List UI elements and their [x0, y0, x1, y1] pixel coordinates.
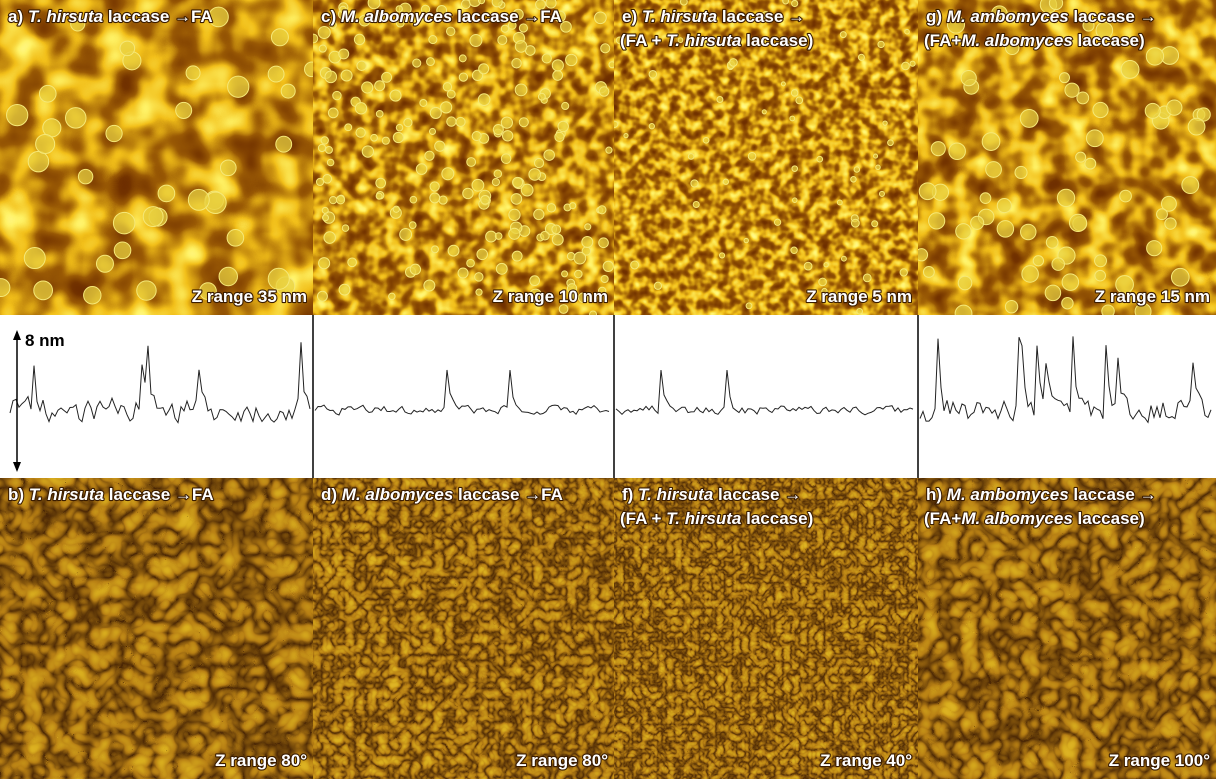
panel-label: a) T. hirsuta laccase →FA	[8, 7, 213, 26]
surface-features	[918, 0, 1211, 315]
label-segment: M. albomyces	[341, 7, 453, 26]
height-image	[313, 0, 614, 315]
z-range: Z range 35 nm	[192, 287, 307, 306]
z-range: Z range 80°	[215, 751, 307, 770]
label-segment: laccase →FA	[103, 7, 213, 26]
label-segment: laccase →	[1069, 7, 1157, 26]
label-segment: laccase)	[741, 31, 813, 50]
panel-label: (FA+M. albomyces laccase)	[924, 31, 1145, 50]
surface-features	[313, 0, 614, 315]
z-range: Z range 15 nm	[1095, 287, 1210, 306]
panel-label: h) M. ambomyces laccase →	[926, 485, 1157, 504]
label-segment: a)	[8, 7, 28, 26]
label-segment: M. albomyces	[961, 509, 1073, 528]
label-segment: laccase →	[717, 7, 805, 26]
label-segment: (FA+	[924, 31, 961, 50]
label-segment: M. albomyces	[961, 31, 1073, 50]
label-segment: (FA +	[620, 31, 666, 50]
panel-label: d) M. albomyces laccase →FA	[321, 485, 563, 504]
panel-label: g) M. ambomyces laccase →	[926, 7, 1157, 26]
label-segment: M. ambomyces	[947, 485, 1069, 504]
label-segment: f)	[622, 485, 638, 504]
panel-label: (FA + T. hirsuta laccase)	[620, 509, 813, 528]
label-segment: laccase →	[713, 485, 801, 504]
label-segment: (FA+	[924, 509, 961, 528]
panel-label: c) M. albomyces laccase →FA	[321, 7, 562, 26]
label-segment: laccase)	[1073, 31, 1145, 50]
surface-features	[0, 6, 313, 305]
z-range: Z range 80°	[516, 751, 608, 770]
label-segment: laccase →FA	[452, 7, 562, 26]
label-segment: laccase →	[1069, 485, 1157, 504]
surface-profile	[919, 336, 1212, 424]
surface-profile	[615, 369, 914, 416]
label-segment: laccase)	[741, 509, 813, 528]
panel-label: (FA+M. albomyces laccase)	[924, 509, 1145, 528]
label-segment: laccase →FA	[453, 485, 563, 504]
height-image	[614, 0, 918, 315]
z-range: Z range 40°	[820, 751, 912, 770]
surface-profile	[314, 369, 610, 416]
label-segment: M. ambomyces	[947, 7, 1069, 26]
z-range: Z range 5 nm	[806, 287, 912, 306]
label-segment: T. hirsuta	[638, 485, 713, 504]
label-segment: (FA +	[620, 509, 666, 528]
phase-image	[313, 478, 614, 779]
height-image	[0, 0, 313, 315]
z-range: Z range 100°	[1109, 751, 1210, 770]
scale-label: 8 nm	[25, 331, 65, 350]
label-segment: M. albomyces	[342, 485, 454, 504]
phase-image	[918, 478, 1216, 779]
label-segment: h)	[926, 485, 947, 504]
panel-label: b) T. hirsuta laccase →FA	[8, 485, 214, 504]
panel-label: f) T. hirsuta laccase →	[622, 485, 801, 504]
label-segment: laccase →FA	[104, 485, 214, 504]
phase-image	[0, 478, 313, 779]
label-segment: d)	[321, 485, 342, 504]
label-segment: g)	[926, 7, 947, 26]
profile-band	[0, 315, 1216, 478]
label-segment: T. hirsuta	[28, 7, 103, 26]
panel-label: e) T. hirsuta laccase →	[622, 7, 805, 26]
label-segment: c)	[321, 7, 341, 26]
z-range: Z range 10 nm	[493, 287, 608, 306]
label-segment: T. hirsuta	[666, 31, 741, 50]
label-segment: laccase)	[1073, 509, 1145, 528]
label-segment: b)	[8, 485, 29, 504]
label-segment: T. hirsuta	[29, 485, 104, 504]
surface-features	[614, 0, 916, 315]
surface-profile	[9, 342, 311, 424]
panel-label: (FA + T. hirsuta laccase)	[620, 31, 813, 50]
phase-image	[614, 478, 918, 779]
label-segment: T. hirsuta	[666, 509, 741, 528]
label-segment: T. hirsuta	[642, 7, 717, 26]
label-segment: e)	[622, 7, 642, 26]
